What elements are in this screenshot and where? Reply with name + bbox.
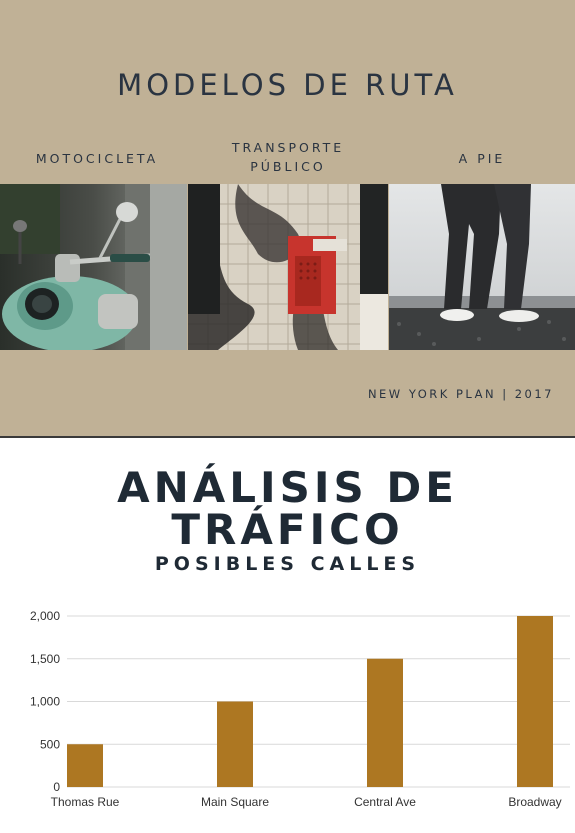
section-divider (0, 436, 575, 438)
category-label-walking: A PIE (458, 151, 506, 166)
bar-chart: 0 500 1,000 1,500 2,000 Thomas Rue Main Square… (30, 609, 570, 809)
header-panel: MODELOS DE RUTA MOTOCICLETA TRANSPORTE P… (0, 0, 575, 436)
walking-photo (389, 184, 575, 350)
bar (367, 658, 403, 787)
bar (517, 616, 553, 787)
bar (217, 701, 253, 787)
y-tick-label: 1,500 (30, 652, 60, 666)
x-tick-label: Thomas Rue (51, 795, 120, 809)
y-tick-label: 1,000 (30, 695, 60, 709)
x-tick-label: Main Square (201, 795, 269, 809)
chart-title-line1: ANÁLISIS DE (117, 463, 458, 512)
category-label-public-transport-line1: TRANSPORTE (231, 140, 345, 155)
chart-title-line2: TRÁFICO (171, 505, 404, 554)
category-label-public-transport-line2: PÚBLICO (250, 159, 326, 174)
category-label-motorcycle: MOTOCICLETA (35, 151, 159, 166)
y-tick-label: 2,000 (30, 609, 60, 623)
public-transport-photo (188, 184, 388, 350)
y-tick-label: 0 (53, 780, 60, 794)
bar (67, 744, 103, 787)
page-title: MODELOS DE RUTA (117, 68, 458, 102)
category-label-public-transport: TRANSPORTE PÚBLICO (188, 138, 388, 176)
chart-subtitle: POSIBLES CALLES (154, 553, 421, 575)
x-tick-label: Central Ave (354, 795, 416, 809)
x-tick-label: Broadway (508, 795, 561, 809)
motorcycle-photo (0, 184, 187, 350)
plan-caption: NEW YORK PLAN | 2017 (367, 387, 554, 401)
y-tick-label: 500 (40, 737, 60, 751)
